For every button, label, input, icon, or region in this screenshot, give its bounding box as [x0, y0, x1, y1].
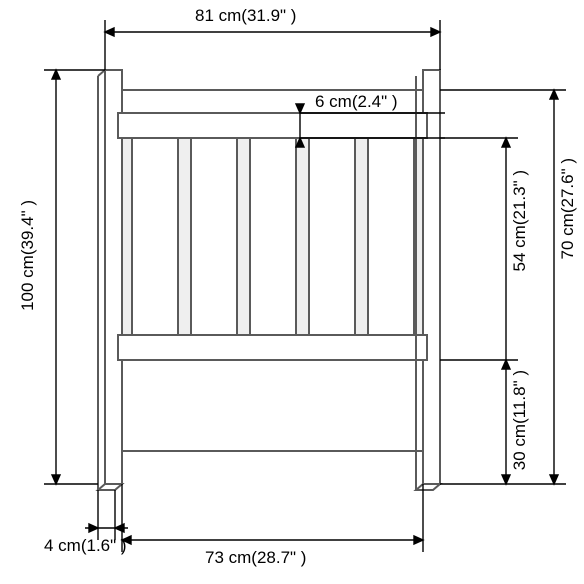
- dim-full-height: 100 cm(39.4" ): [18, 200, 38, 311]
- slat-4: [309, 138, 355, 335]
- lower-rail: [118, 335, 427, 360]
- left-post-face: [98, 484, 122, 490]
- slat-5: [368, 138, 414, 335]
- left-post-edge-d: [98, 70, 105, 76]
- dim-bottom-width: 73 cm(28.7" ): [205, 548, 306, 568]
- top-rail-lower: [118, 113, 427, 138]
- right-post-face: [416, 484, 440, 490]
- slat-2: [191, 138, 237, 335]
- dim-right-mid: 54 cm(21.3" ): [510, 170, 530, 271]
- bottom-board: [122, 360, 423, 451]
- headboard-svg: [0, 0, 584, 584]
- dim-right-lower: 30 cm(11.8" ): [510, 370, 530, 470]
- dim-post-depth: 4 cm(1.6" ): [44, 536, 127, 556]
- dim-right-outer: 70 cm(27.6" ): [558, 158, 578, 259]
- slat-3: [250, 138, 296, 335]
- dim-rail-thick: 6 cm(2.4" ): [315, 92, 398, 112]
- slat-1: [132, 138, 178, 335]
- diagram-stage: 81 cm(31.9" ) 6 cm(2.4" ) 73 cm(28.7" ) …: [0, 0, 584, 584]
- dim-top-width: 81 cm(31.9" ): [195, 6, 296, 26]
